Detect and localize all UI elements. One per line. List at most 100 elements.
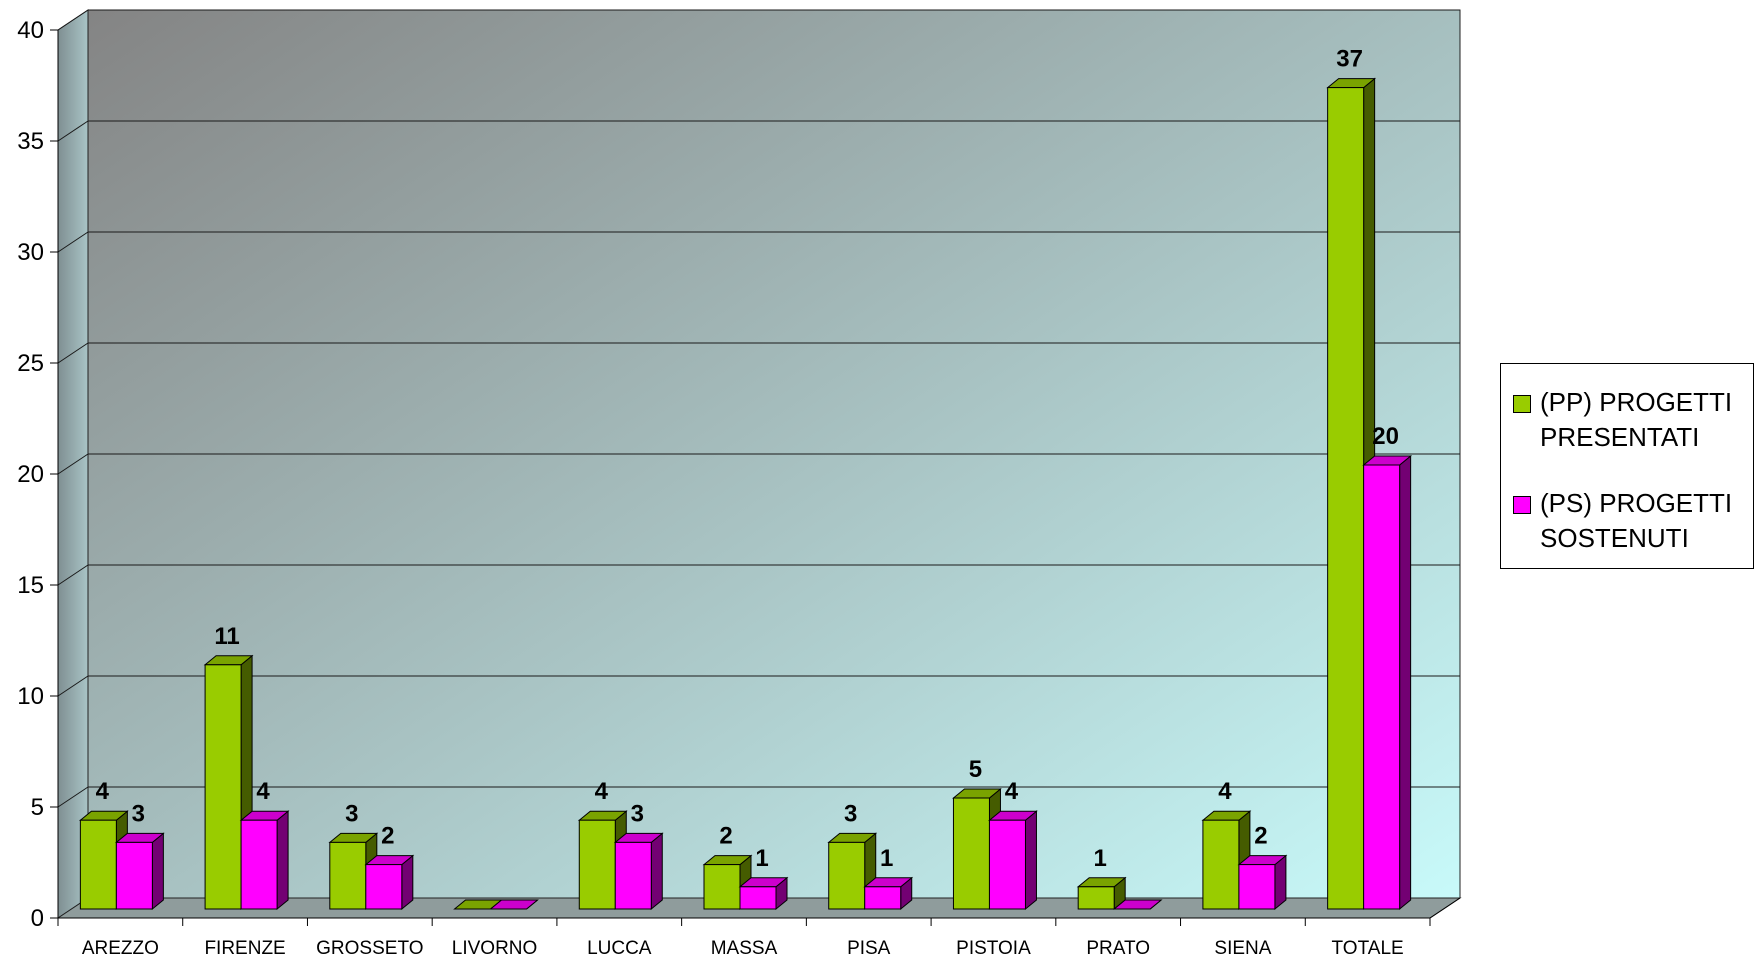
data-label: 2	[381, 823, 394, 850]
bar	[613, 832, 664, 911]
x-tick-label: LIVORNO	[452, 938, 538, 959]
y-tick-label: 5	[31, 794, 44, 821]
bar-front	[240, 819, 278, 910]
bar	[1237, 854, 1288, 911]
bar-top	[1112, 899, 1163, 910]
data-label: 2	[1254, 823, 1267, 850]
bar-front	[739, 886, 777, 910]
bar-side	[1024, 810, 1037, 911]
data-label: 3	[132, 800, 145, 827]
data-label: 4	[96, 778, 110, 805]
bar-side	[151, 832, 164, 911]
bar-front	[614, 841, 652, 910]
bar-side	[276, 810, 289, 911]
y-tick-label: 35	[17, 128, 44, 155]
legend: (PP) PROGETTI PRESENTATI (PS) PROGETTI S…	[1500, 363, 1754, 569]
gridline-diagonal	[57, 342, 89, 364]
y-tick-label: 10	[17, 683, 44, 710]
bar-front	[329, 841, 367, 910]
gridline-diagonal	[57, 231, 89, 253]
x-tick-label: GROSSETO	[316, 938, 423, 959]
x-tick-label: PISTOIA	[956, 938, 1031, 959]
bar-front	[988, 819, 1026, 910]
bar-front	[1238, 864, 1276, 910]
data-label: 1	[755, 845, 768, 872]
gridline-diagonal	[57, 564, 89, 586]
gridline-diagonal	[57, 120, 89, 142]
bar-front	[1077, 886, 1115, 910]
data-label: 3	[345, 800, 358, 827]
legend-label-presentati: (PP) PROGETTI PRESENTATI	[1540, 387, 1733, 452]
bar	[239, 810, 290, 911]
bar	[203, 654, 254, 911]
x-axis: AREZZO FIRENZE GROSSETO LIVORNO LUCCA MASSA PI…	[57, 897, 1461, 959]
data-label: 4	[1005, 778, 1019, 805]
bar	[1362, 454, 1413, 911]
bar	[1076, 876, 1127, 911]
bar	[114, 832, 165, 911]
x-tick-label: PRATO	[1086, 938, 1150, 959]
x-tick-label: PISA	[847, 938, 891, 959]
y-tick-label: 20	[17, 461, 44, 488]
bar	[702, 854, 753, 911]
x-tick-label: TOTALE	[1332, 938, 1404, 959]
bar-front	[79, 819, 117, 910]
bar-front	[1202, 819, 1240, 910]
y-tick-label: 30	[17, 239, 44, 266]
data-label: 1	[880, 845, 893, 872]
data-label: 20	[1372, 423, 1399, 450]
gridline-diagonal	[57, 453, 89, 475]
gridline-diagonal	[57, 9, 89, 31]
bar	[1112, 899, 1163, 910]
bar-front	[864, 886, 902, 910]
y-tick-label: 0	[31, 905, 44, 932]
y-axis: 0 5 10 15 20 25 30 35 40	[17, 17, 59, 932]
y-tick-label: 25	[17, 350, 44, 377]
bar-front	[115, 841, 153, 910]
bar-side	[650, 832, 663, 911]
legend-label-sostenuti: (PS) PROGETTI SOSTENUTI	[1540, 488, 1733, 553]
y-tick-label: 40	[17, 17, 44, 44]
bar	[489, 899, 539, 910]
y-tick-label: 15	[17, 572, 44, 599]
bar-front	[578, 819, 616, 910]
data-label: 4	[1218, 778, 1232, 805]
bar-front	[828, 841, 866, 910]
legend-swatch-presentati	[1513, 395, 1531, 413]
bar	[988, 810, 1038, 911]
x-tick-label: MASSA	[711, 938, 778, 959]
bar-front	[1327, 87, 1365, 910]
x-tick-label: SIENA	[1214, 938, 1271, 959]
legend-item-sostenuti: (PS) PROGETTI SOSTENUTI	[1513, 486, 1755, 556]
bar	[364, 854, 415, 911]
data-label: 3	[631, 800, 644, 827]
bar-front	[204, 664, 242, 910]
gridline-diagonal	[57, 786, 89, 808]
gridline-diagonal	[57, 675, 89, 697]
bar-side	[1399, 454, 1412, 911]
data-label: 4	[256, 778, 270, 805]
bar-front	[703, 864, 741, 910]
gridlines	[57, 9, 1460, 808]
bar	[738, 876, 789, 911]
bar-front	[365, 864, 403, 910]
bar	[863, 876, 914, 911]
data-label: 37	[1336, 46, 1363, 73]
x-tick-label: LUCCA	[587, 938, 652, 959]
data-label: 3	[844, 800, 857, 827]
x-axis-end	[1429, 897, 1461, 919]
x-tick-label: AREZZO	[82, 938, 159, 959]
data-label: 1	[1094, 845, 1107, 872]
bars	[78, 77, 1413, 911]
data-label: 2	[719, 823, 732, 850]
bar-top	[489, 899, 539, 910]
legend-item-presentati: (PP) PROGETTI PRESENTATI	[1513, 385, 1755, 455]
bar-front	[952, 797, 990, 910]
bar-front	[1363, 464, 1401, 910]
data-label: 4	[595, 778, 609, 805]
data-label: 5	[969, 756, 982, 783]
legend-swatch-sostenuti	[1513, 496, 1531, 514]
data-label: 11	[214, 623, 239, 650]
